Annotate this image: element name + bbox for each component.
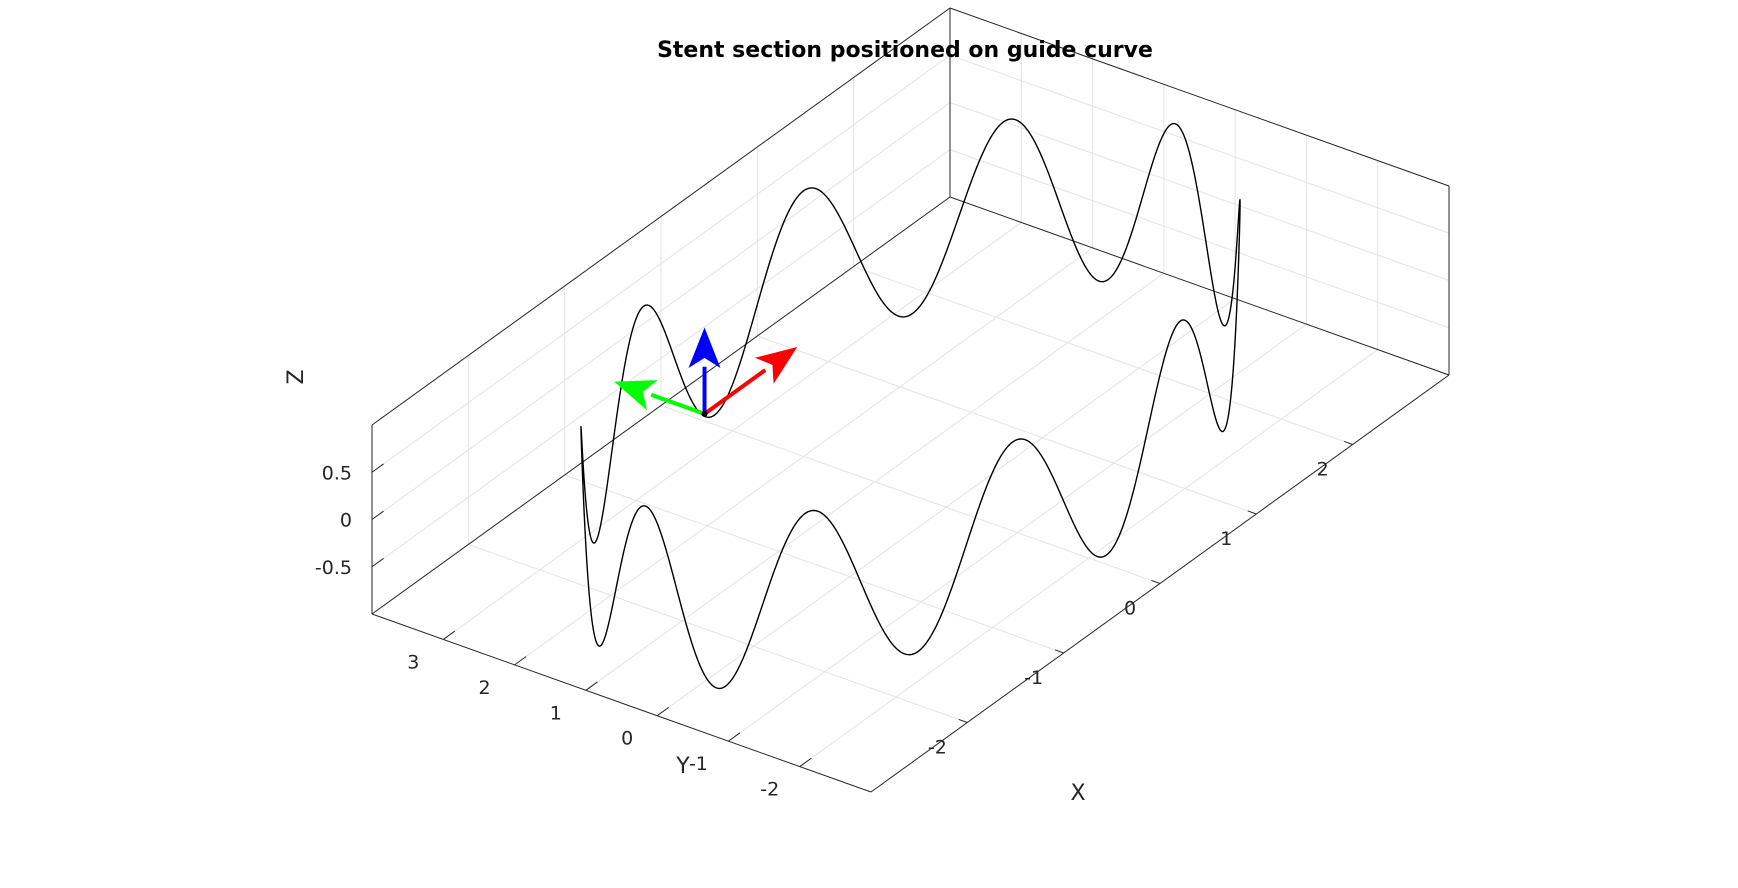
x-tick-label: -1	[1024, 667, 1043, 689]
z-tick-mark	[371, 510, 384, 520]
z-tick-label: 0.5	[322, 462, 352, 484]
binormal-arrow	[688, 327, 721, 414]
frame-origin-point	[701, 410, 708, 417]
y-tick-mark	[585, 681, 598, 691]
grid-side-z	[949, 149, 1450, 329]
z-tick-mark	[371, 558, 384, 568]
normal-arrow-shaft	[650, 392, 706, 416]
y-tick-mark	[442, 630, 456, 640]
grid-back-z	[371, 102, 951, 520]
y-tick-mark	[728, 732, 741, 742]
chart-title: Stent section positioned on guide curve	[657, 38, 1153, 63]
grid-floor-y	[514, 247, 1093, 666]
tick-labels: -2 -1 0 1 2 -2 -1 0 1 2 3 -0.5 0 0.5	[315, 459, 1329, 801]
y-tick-label: 1	[550, 702, 562, 724]
box-edge	[371, 613, 872, 793]
grid-side-z	[949, 102, 1450, 281]
grid-floor-x	[564, 474, 1064, 654]
x-tick-mark	[1247, 510, 1257, 515]
y-tick-label: 2	[479, 677, 491, 699]
binormal-arrow-head	[688, 327, 721, 369]
grid-floor-x	[468, 544, 968, 723]
x-tick-label: -2	[928, 737, 947, 759]
grid-floor-x	[660, 405, 1161, 584]
x-tick-label: 0	[1124, 598, 1136, 620]
grid-back-z	[371, 149, 951, 568]
normal-arrow-head	[614, 380, 658, 411]
grid-side-z	[949, 54, 1450, 234]
x-tick-mark	[1343, 440, 1353, 445]
x-tick-label: 2	[1317, 459, 1329, 481]
grid-floor-y	[442, 222, 1022, 640]
tangent-arrow	[703, 347, 798, 416]
y-tick-label: -2	[760, 779, 779, 801]
y-tick-mark	[799, 757, 812, 767]
curve-layer	[580, 118, 1241, 690]
x-tick-mark	[958, 718, 968, 723]
x-axis-label: X	[1070, 781, 1085, 806]
y-tick-label: -1	[689, 753, 708, 775]
z-axis-label: Z	[284, 369, 309, 384]
grid-floor-y	[585, 272, 1165, 691]
normal-arrow	[614, 380, 706, 416]
grid-floor-x	[853, 266, 1353, 445]
y-tick-mark	[656, 706, 669, 717]
z-tick-label: -0.5	[315, 557, 352, 579]
grid-floor-y	[799, 349, 1379, 767]
y-tick-label: 3	[407, 651, 419, 673]
x-tick-mark	[1054, 649, 1064, 654]
y-axis-label: Y	[675, 754, 690, 779]
y-tick-label: 0	[621, 728, 633, 750]
z-tick-mark	[371, 463, 384, 473]
grid-floor-x	[757, 335, 1257, 515]
x-tick-label: 1	[1220, 528, 1232, 550]
series-0-line	[580, 118, 1241, 690]
frame-arrows	[614, 327, 798, 417]
box-edge	[949, 196, 1450, 376]
tangent-arrow-shaft	[703, 368, 767, 416]
tick-marks	[371, 440, 1353, 767]
z-tick-label: 0	[340, 510, 352, 532]
grid-floor-y	[656, 298, 1236, 717]
grid-back-z	[371, 54, 951, 473]
box-edge	[949, 7, 1450, 187]
box-edge	[371, 7, 951, 426]
tangent-arrow-head	[754, 347, 798, 384]
box-edge	[371, 196, 951, 615]
y-tick-mark	[514, 656, 527, 666]
x-tick-mark	[1151, 579, 1161, 584]
